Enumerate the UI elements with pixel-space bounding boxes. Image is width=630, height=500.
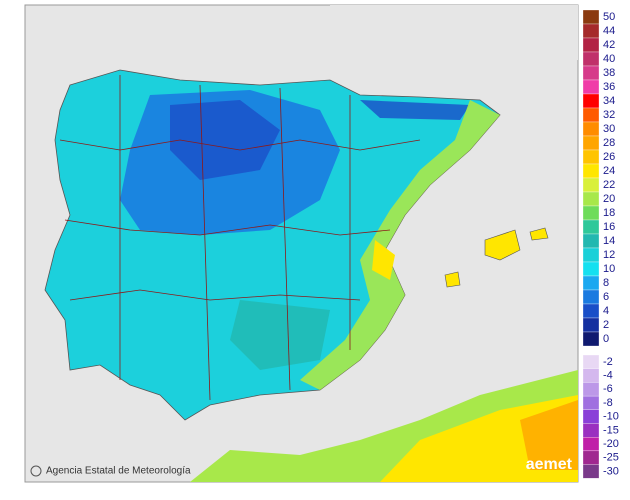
legend-swatch [582,233,600,249]
legend-label: -8 [603,397,613,409]
legend-label: -20 [603,438,619,450]
legend-label: 26 [603,151,615,163]
legend-swatch [582,423,600,438]
legend-swatch [582,261,600,277]
legend-swatch [582,163,600,179]
mallorca [484,229,521,261]
legend-swatch [582,464,600,479]
copyright-icon [30,465,42,477]
legend-label: 2 [603,319,609,331]
legend-label: -6 [603,383,613,395]
legend-label: 36 [603,81,615,93]
mediterranean-coast [300,100,500,390]
legend-swatch [582,191,600,207]
legend-label: 28 [603,137,615,149]
legend-swatch [582,382,600,397]
legend-swatch [582,65,600,81]
legend-label: 0 [603,333,609,345]
credit: Agencia Estatal de Meteorología [46,466,191,477]
legend-swatch [582,437,600,452]
legend-label: 18 [603,207,615,219]
legend-label: 42 [603,39,615,51]
logo: aemet [526,456,573,473]
legend-label: 4 [603,305,609,317]
france [330,5,578,95]
legend-swatch [582,51,600,67]
legend-label: 44 [603,25,615,37]
legend-label: 32 [603,109,615,121]
legend-swatch [582,368,600,383]
legend-swatch [582,450,600,465]
legend-label: 6 [603,291,609,303]
legend-label: 50 [603,11,615,23]
legend-label: 22 [603,179,615,191]
legend-label: 8 [603,277,609,289]
valencia-warm [372,240,395,280]
legend-swatch [582,317,600,333]
legend: 5044424038363432302826242220181614121086… [582,9,619,479]
province-borders [59,75,421,401]
legend-label: 38 [603,67,615,79]
legend-swatch [582,219,600,235]
legend-label: 40 [603,53,615,65]
ibiza [444,271,461,288]
legend-label: 34 [603,95,615,107]
legend-label: 12 [603,249,615,261]
legend-swatch [582,177,600,193]
legend-swatch [582,121,600,137]
legend-swatch [582,107,600,123]
legend-label: 20 [603,193,615,205]
legend-label: 30 [603,123,615,135]
legend-swatch [582,303,600,319]
legend-swatch [582,205,600,221]
legend-swatch [582,289,600,305]
legend-label: -25 [603,452,619,464]
cold-core [170,100,280,180]
legend-label: 24 [603,165,615,177]
legend-label: 16 [603,221,615,233]
legend-swatch [582,93,600,109]
legend-label: 14 [603,235,615,247]
legend-swatch [582,135,600,151]
legend-swatch [582,149,600,165]
south-valley [230,300,330,370]
legend-swatch [582,395,600,410]
legend-label: -15 [603,424,619,436]
legend-swatch [582,331,600,347]
legend-swatch [582,354,600,369]
pyrenees [360,100,470,120]
legend-label: -2 [603,356,613,368]
legend-swatch [582,247,600,263]
legend-swatch [582,37,600,53]
legend-label: -30 [603,465,619,477]
legend-swatch [582,23,600,39]
africa-hot [520,400,578,470]
legend-label: 10 [603,263,615,275]
legend-label: -4 [603,369,613,381]
legend-label: -10 [603,411,619,423]
legend-swatch [582,9,600,25]
menorca [529,227,549,241]
legend-swatch [582,409,600,424]
legend-swatch [582,275,600,291]
legend-swatch [582,79,600,95]
